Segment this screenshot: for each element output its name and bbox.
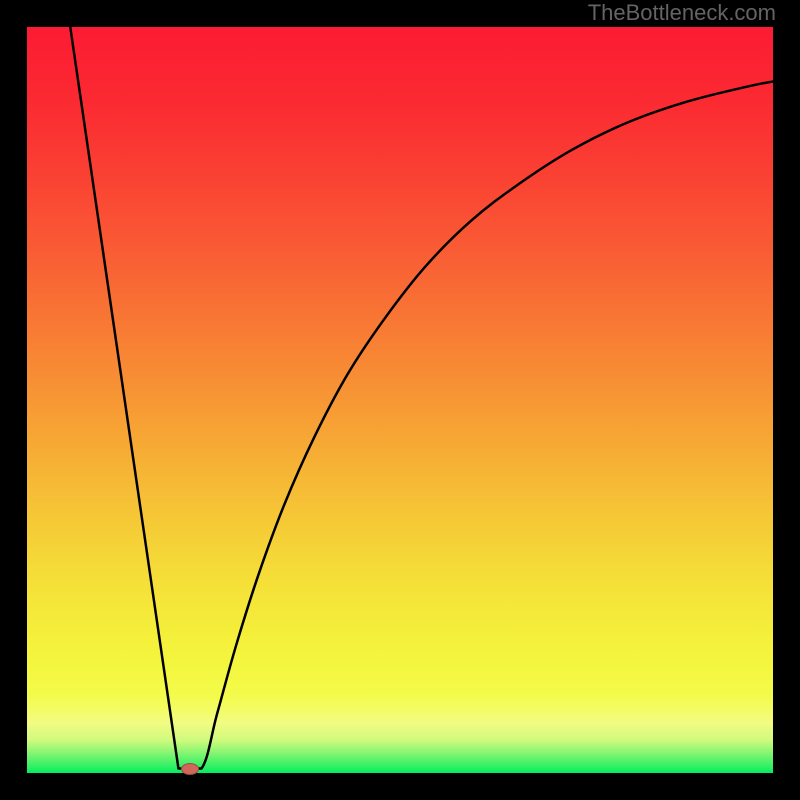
gradient-background bbox=[27, 27, 773, 773]
watermark-text: TheBottleneck.com bbox=[588, 0, 776, 26]
plot-area bbox=[27, 27, 773, 773]
optimal-marker bbox=[181, 763, 199, 775]
chart-svg bbox=[27, 27, 773, 773]
bottleneck-chart: TheBottleneck.com bbox=[0, 0, 800, 800]
